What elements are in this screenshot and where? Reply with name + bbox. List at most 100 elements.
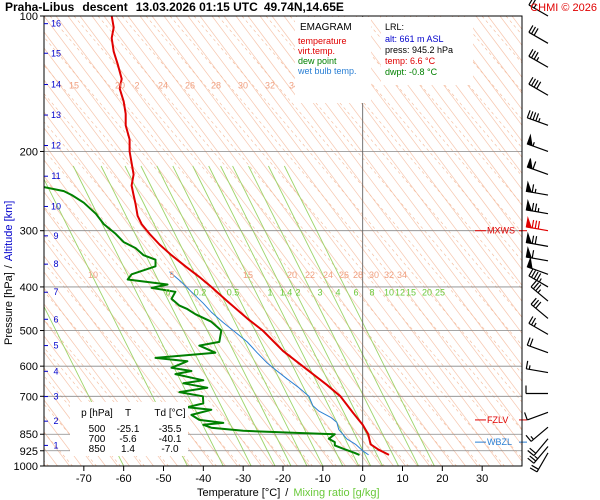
x-axis-title: Temperature [°C] / Mixing ratio [g/kg]: [197, 487, 380, 499]
adiabat-line: [44, 159, 274, 466]
wind-barb-pennant: [525, 246, 533, 259]
adiabat-line: [44, 95, 322, 466]
legend-title: EMAGRAM: [300, 22, 352, 33]
wind-barb-pennant: [525, 199, 533, 212]
series-temperature-line: [110, 16, 390, 456]
table-cell: -35.5: [159, 424, 182, 435]
wind-barb-half-flag: [534, 455, 539, 460]
adiabat-line: [319, 16, 522, 286]
wind-barb-half-flag: [528, 365, 531, 370]
level-label-fzlv: FZLV: [487, 415, 508, 425]
lrl-box: LRL: alt: 661 m ASL press: 945.2 hPa tem…: [381, 17, 473, 85]
adiabat-line: [44, 191, 250, 466]
sounding-mode: descent: [82, 0, 127, 14]
mixing-label-green: 0.5: [227, 288, 240, 298]
mixing-label-green: 3: [317, 288, 322, 298]
mixing-label-upper: 32: [265, 81, 275, 91]
x-tick-label: 20: [436, 473, 448, 485]
adiabat-line: [596, 16, 600, 466]
level-label-mxws: MXWS: [487, 226, 515, 236]
adiabat-line: [415, 16, 522, 158]
wind-barb-flag: [534, 236, 538, 245]
wind-barb-flag: [525, 360, 529, 369]
table-cell: -5.6: [119, 434, 137, 445]
table-cell: 500: [89, 424, 106, 435]
adiabat-line: [548, 16, 600, 466]
mixing-label-green: 1.4: [280, 288, 293, 298]
adiabat-line: [439, 16, 522, 126]
moist-adiabat-line: [554, 16, 600, 466]
wind-barb-flag: [534, 203, 538, 212]
wind-barb-flag: [534, 220, 538, 229]
adiabat-line: [44, 31, 370, 466]
mixing-ratio-line: [220, 165, 372, 466]
adiabat-line: [379, 16, 522, 206]
wind-barb-flag: [535, 113, 540, 122]
wind-barb-pennant: [526, 158, 533, 170]
wind-barb-flag: [537, 221, 541, 230]
moist-adiabat-line: [409, 16, 522, 149]
wind-barb-flag: [533, 28, 539, 36]
wind-barb: [524, 411, 549, 421]
wind-barb-flag: [532, 161, 537, 170]
wind-barb-flag: [530, 78, 537, 87]
legend-item-virt-temp-: virt.temp.: [298, 46, 335, 56]
adiabat-line: [560, 16, 600, 466]
altitude-tick-label: 7: [53, 287, 58, 297]
wind-barb-flag: [524, 412, 528, 421]
adiabat-line: [187, 16, 522, 462]
y-tick-label: 200: [20, 146, 38, 158]
adiabat-line: [163, 16, 502, 466]
mixing-label-upper: 2: [134, 81, 139, 91]
adiabat-line: [44, 127, 298, 466]
wind-barb-shaft: [528, 55, 549, 68]
mixing-label-upper: 26: [185, 81, 195, 91]
wind-barb: [529, 452, 549, 473]
sounding-datetime: 13.03.2026 01:15 UTC: [136, 0, 258, 14]
moist-adiabat-line: [44, 93, 361, 466]
moist-adiabat-line: [530, 16, 600, 466]
wind-barb: [525, 216, 549, 232]
wind-barb-half-flag: [538, 117, 541, 123]
altitude-tick-label: 13: [51, 110, 61, 120]
x-tick-label: -30: [235, 473, 251, 485]
x-tick-label: 30: [476, 473, 488, 485]
adiabat-line: [175, 16, 514, 466]
table-header: p [hPa]: [81, 408, 113, 419]
station-name: Praha-Libus: [5, 0, 75, 14]
y-tick-label: 300: [20, 226, 38, 238]
wind-barb: [526, 158, 549, 176]
y-axis-separator: /: [3, 264, 15, 268]
wind-barb: [528, 25, 549, 44]
moist-adiabat-line: [193, 16, 522, 403]
station-coords: 49.74N,14.65E: [264, 0, 344, 14]
table-cell: -40.1: [159, 434, 182, 445]
mixing-label-mid: 34: [397, 270, 407, 280]
mixing-label-upper: 28: [211, 81, 221, 91]
adiabat-line: [44, 175, 262, 466]
wind-barb-flag: [531, 202, 535, 212]
adiabat-line: [151, 16, 490, 466]
moist-adiabat-line: [385, 16, 522, 177]
mixing-ratio-line: [208, 165, 360, 466]
values-table: p [hPa] T Td [°C] 500 -25.1 -35.5 700 -5.6 -40.1…: [70, 402, 188, 456]
mixing-label-mid: 30: [369, 270, 379, 280]
wind-barb-shaft: [533, 446, 549, 464]
moist-adiabat-line: [44, 375, 121, 466]
mixing-label-mid: 22: [305, 270, 315, 280]
wind-barb-flag: [530, 50, 537, 59]
wind-barb-half-flag: [532, 142, 535, 147]
adiabat-line: [199, 16, 522, 446]
wind-barb: [530, 297, 549, 319]
mixing-label-upper: 15: [69, 81, 79, 91]
moist-adiabat-line: [49, 16, 433, 466]
moist-adiabat-line: [44, 290, 193, 466]
mixing-ratio-line: [172, 165, 324, 466]
mixing-label-green: 0.2: [194, 288, 207, 298]
moist-adiabat-line: [97, 16, 481, 466]
altitude-tick-label: 1: [53, 440, 58, 450]
mixing-label-mid: 32: [384, 270, 394, 280]
mixing-ratio-line: [248, 165, 399, 466]
mixing-label-upper: 34: [289, 81, 299, 91]
y-tick-label: 1000: [14, 461, 38, 473]
